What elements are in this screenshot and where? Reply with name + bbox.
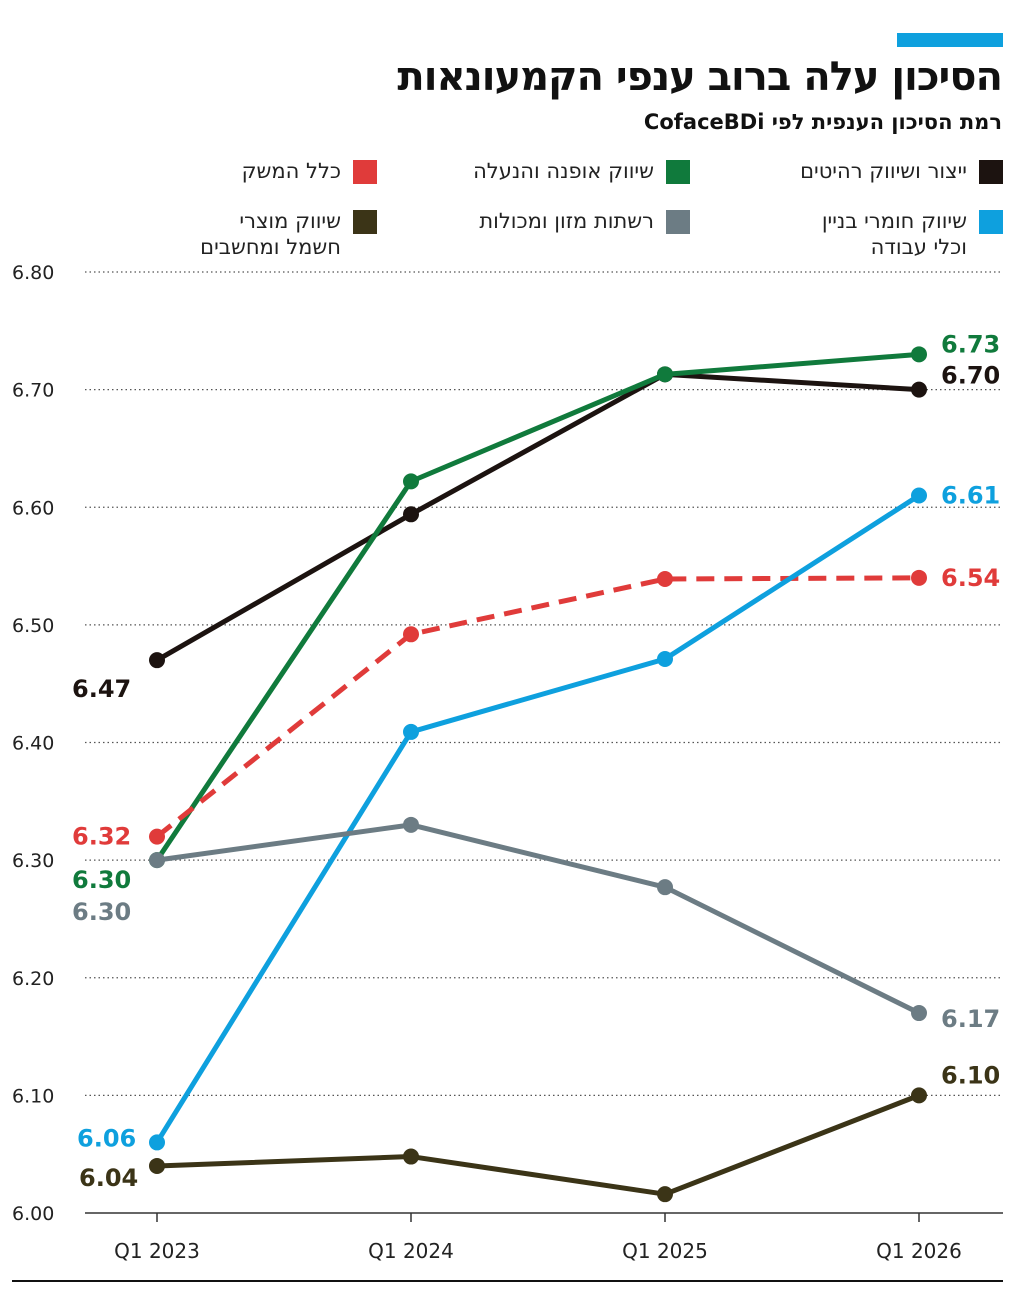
series-line bbox=[156, 1093, 920, 1197]
legend-swatch bbox=[353, 160, 377, 184]
series-line bbox=[154, 493, 921, 1144]
x-tick-label: Q1 2025 bbox=[622, 1239, 708, 1263]
series-line bbox=[155, 575, 920, 839]
point bbox=[911, 1005, 927, 1022]
y-tick-label: 6.80 bbox=[12, 262, 54, 284]
value-label: 6.73 bbox=[941, 330, 1000, 358]
point bbox=[149, 828, 165, 845]
value-label: 6.04 bbox=[79, 1164, 138, 1192]
value-label: 6.47 bbox=[72, 675, 131, 703]
legend-item: שיווק אופנה והנעלה bbox=[473, 158, 690, 184]
value-label: 6.54 bbox=[941, 564, 1000, 592]
legend-item: רשתות מזון ומכולות bbox=[479, 208, 690, 234]
legend-swatch bbox=[666, 210, 690, 234]
value-label: 6.10 bbox=[941, 1061, 1000, 1089]
y-tick-label: 6.00 bbox=[12, 1203, 54, 1225]
value-label: 6.61 bbox=[941, 481, 1000, 509]
point bbox=[149, 652, 165, 669]
y-tick-label: 6.60 bbox=[12, 497, 54, 519]
point bbox=[149, 1157, 165, 1174]
point bbox=[657, 366, 673, 383]
y-tick-label: 6.50 bbox=[12, 615, 54, 637]
y-tick-label: 6.20 bbox=[12, 968, 54, 990]
legend-swatch bbox=[666, 160, 690, 184]
legend-label: שיווק אופנה והנעלה bbox=[473, 159, 654, 183]
x-tick-label: Q1 2024 bbox=[368, 1239, 454, 1263]
point bbox=[403, 473, 419, 490]
series-line bbox=[156, 822, 921, 1016]
legend-swatch bbox=[979, 210, 1003, 234]
series-line bbox=[154, 351, 920, 862]
legend-label: כלל המשק bbox=[241, 159, 341, 183]
point bbox=[403, 506, 419, 523]
point bbox=[657, 879, 673, 896]
point bbox=[403, 1148, 419, 1165]
legend-label: רשתות מזון ומכולות bbox=[479, 209, 654, 233]
x-tick-label: Q1 2023 bbox=[114, 1239, 200, 1263]
legend-label: שיווק חומרי בניין וכלי עבודה bbox=[821, 209, 967, 259]
series-line bbox=[155, 371, 920, 663]
point bbox=[657, 571, 673, 588]
legend-label: ייצור ושיווק רהיטים bbox=[800, 159, 967, 183]
value-label: 6.30 bbox=[72, 866, 131, 894]
y-tick-label: 6.10 bbox=[12, 1085, 54, 1107]
accent-bar bbox=[897, 33, 1003, 47]
legend-item: כלל המשק bbox=[242, 158, 377, 184]
chart-subtitle: רמת הסיכון הענפית לפי CofaceBDi bbox=[643, 110, 1002, 134]
point bbox=[149, 852, 165, 869]
value-label: 6.70 bbox=[941, 362, 1000, 390]
legend-item: ייצור ושיווק רהיטים bbox=[800, 158, 1003, 184]
legend-item: שיווק חומרי בניין וכלי עבודה bbox=[822, 208, 1003, 260]
point bbox=[657, 1186, 673, 1203]
y-tick-label: 6.70 bbox=[12, 380, 54, 402]
chart-title: הסיכון עלה ברוב ענפי הקמעונאות bbox=[397, 54, 1003, 100]
point bbox=[657, 650, 673, 667]
legend-swatch bbox=[353, 210, 377, 234]
value-label: 6.06 bbox=[77, 1124, 136, 1152]
value-label: 6.17 bbox=[941, 1005, 1000, 1033]
y-tick-label: 6.30 bbox=[12, 850, 54, 872]
value-label: 6.30 bbox=[72, 898, 131, 926]
legend-item: שיווק מוצרי חשמל ומחשבים bbox=[200, 208, 377, 260]
point bbox=[403, 723, 419, 740]
legend-swatch bbox=[979, 160, 1003, 184]
y-tick-label: 6.40 bbox=[12, 733, 54, 755]
x-tick-label: Q1 2026 bbox=[876, 1239, 962, 1263]
point bbox=[911, 487, 927, 504]
point bbox=[911, 569, 927, 586]
point bbox=[911, 346, 927, 363]
point bbox=[149, 1134, 165, 1151]
point bbox=[911, 1087, 927, 1104]
legend-label: שיווק מוצרי חשמל ומחשבים bbox=[200, 209, 341, 259]
point bbox=[911, 381, 927, 398]
value-label: 6.32 bbox=[72, 823, 131, 851]
point bbox=[403, 816, 419, 833]
point bbox=[403, 626, 419, 643]
